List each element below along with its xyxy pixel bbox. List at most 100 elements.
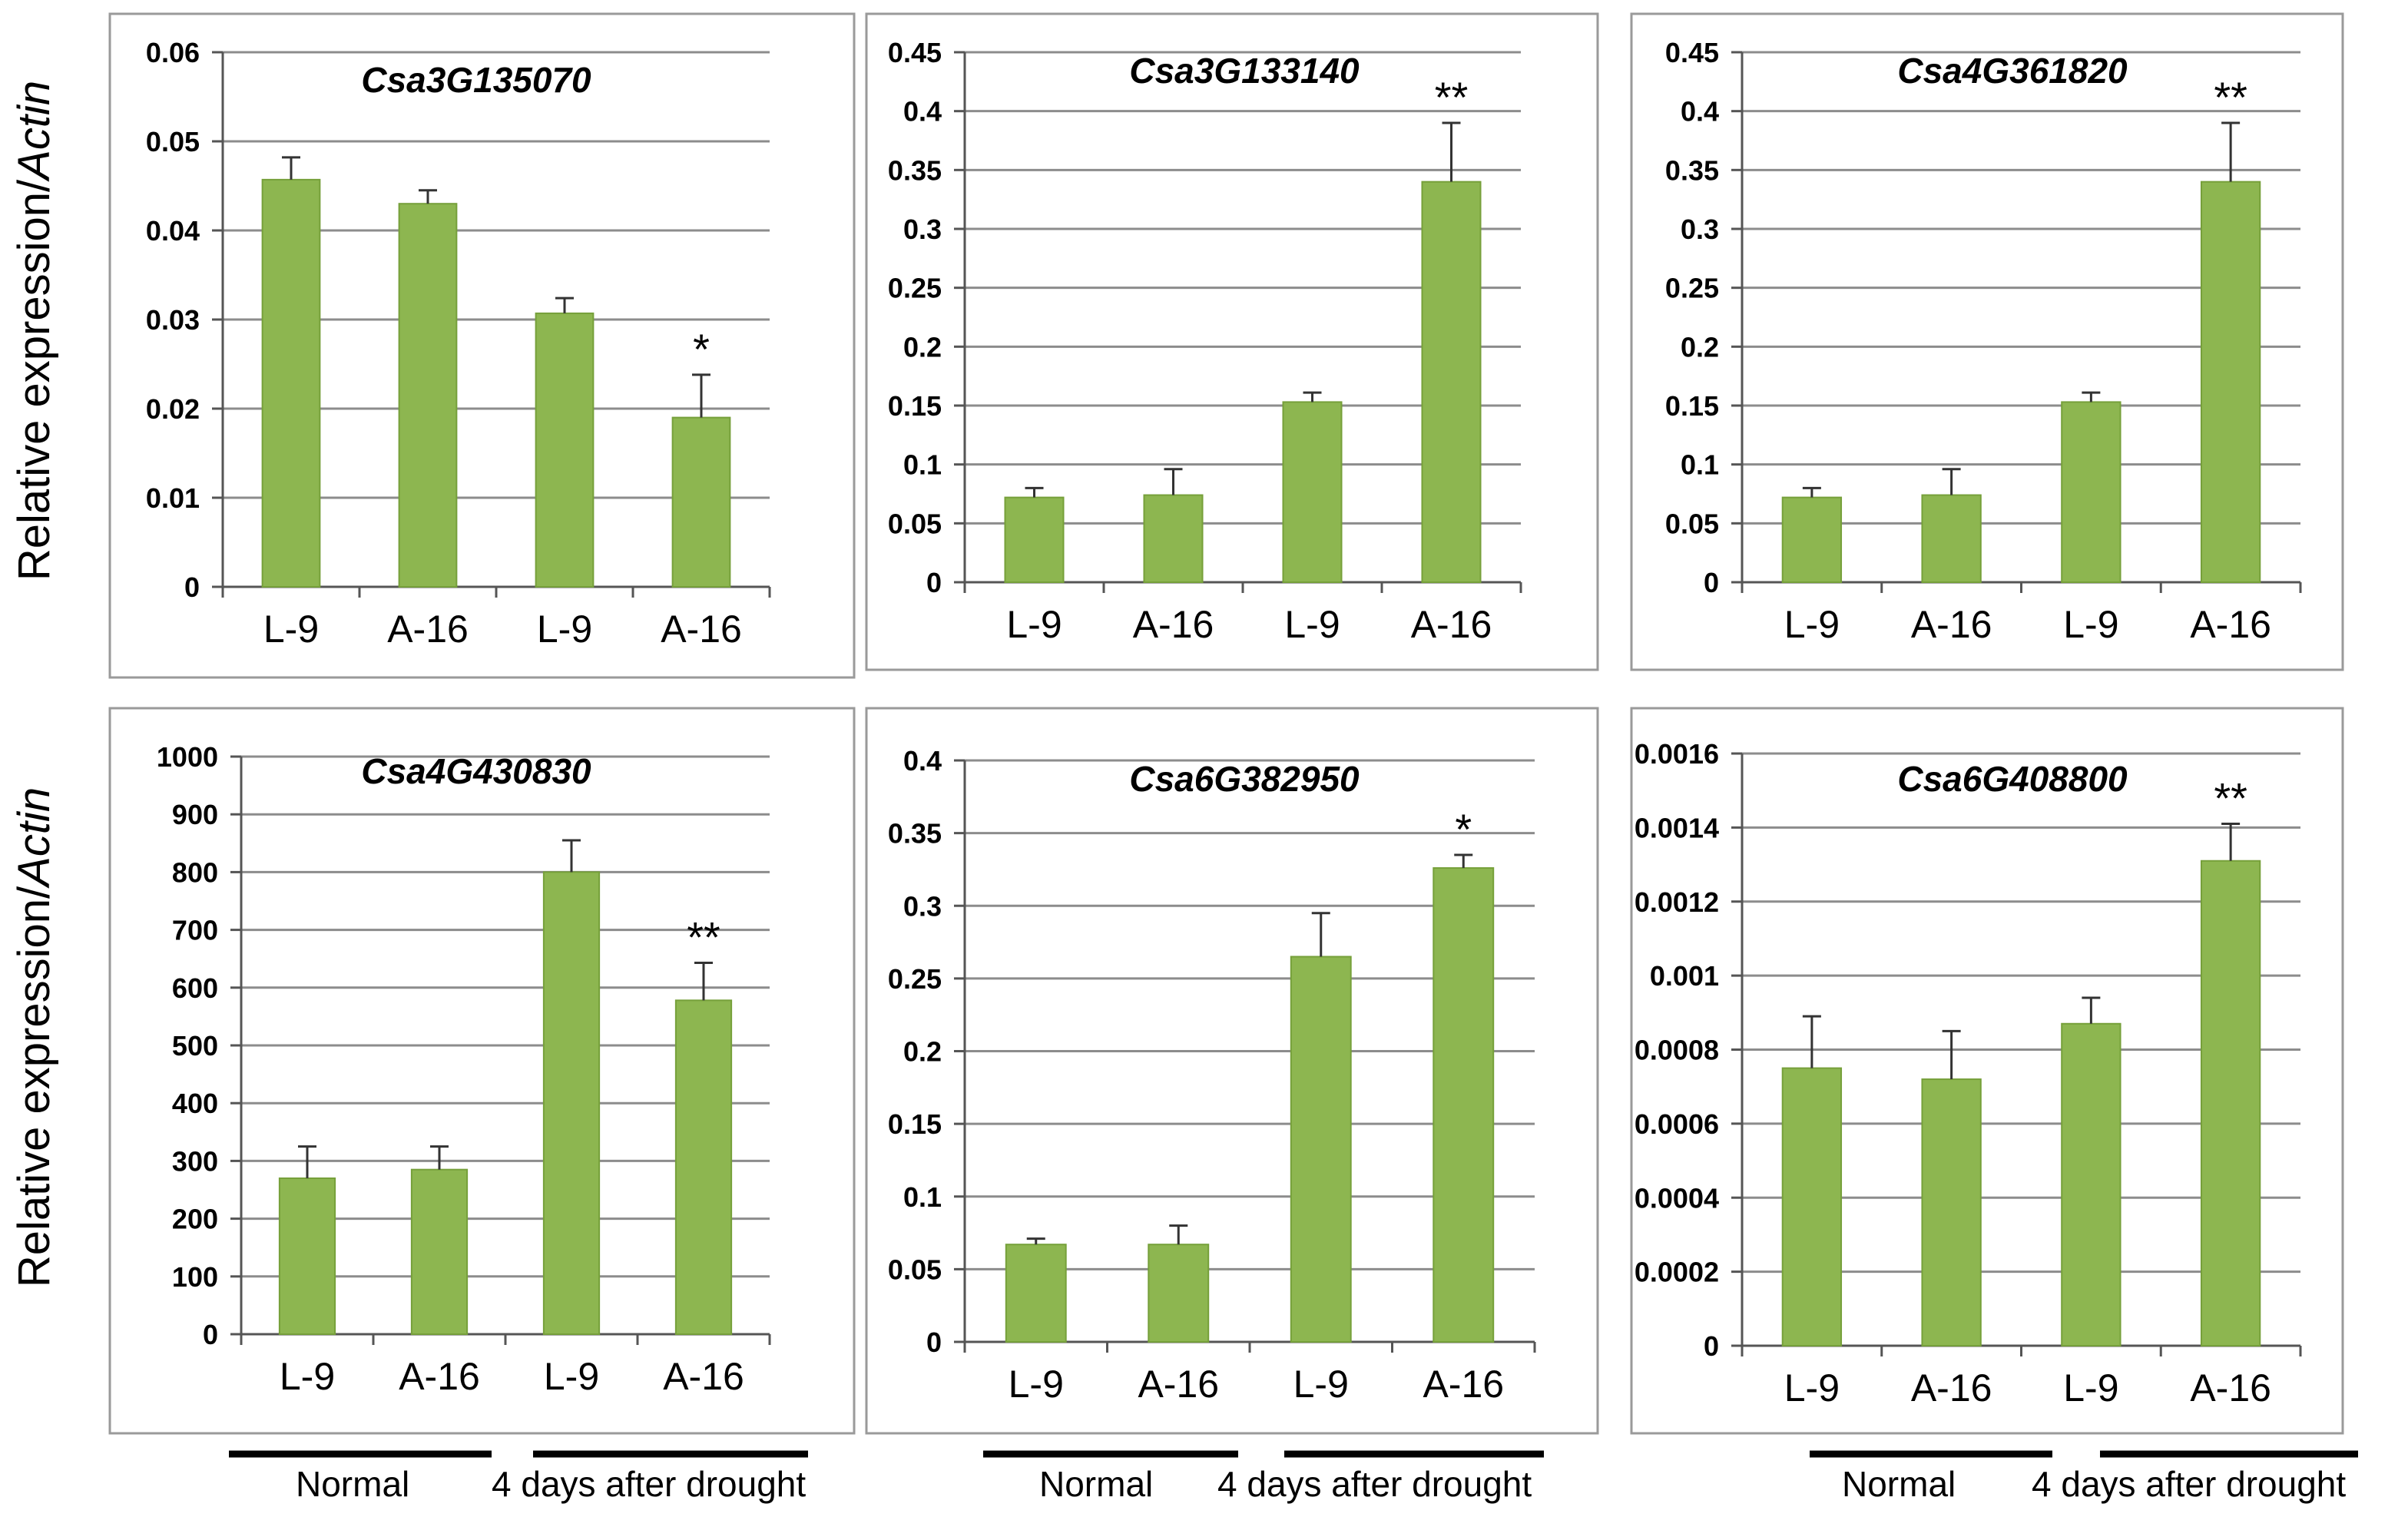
panel-1-y-tick-label: 0.06 — [146, 37, 200, 68]
panel-1-frame — [108, 12, 856, 679]
panel-1-y-tick-label: 0.03 — [146, 304, 200, 336]
panel-4-x-category-label: L-9 — [280, 1355, 335, 1398]
panel-2-bar-2 — [1143, 494, 1204, 583]
panel-3-y-tick-label: 0.15 — [1665, 390, 1719, 422]
panel-4-y-tick-label: 500 — [172, 1030, 218, 1062]
panel-1-y-tick-label: 0.04 — [146, 215, 200, 247]
panel-2-y-tick-label: 0.35 — [888, 154, 942, 186]
panel-5-y-tick-label: 0.35 — [888, 818, 942, 850]
panel-3-bar-3 — [2061, 401, 2121, 584]
panel-3-x-category-label: A-16 — [1911, 603, 1992, 646]
panel-2-bar-1 — [1004, 496, 1065, 583]
panel-6-x-category-label: L-9 — [2063, 1366, 2118, 1409]
panel-2-y-tick-label: 0.3 — [903, 214, 942, 245]
panel-2-x-category-label: A-16 — [1133, 603, 1214, 646]
panel-6-title: Csa6G408800 — [1897, 759, 2128, 799]
panel-4-y-tick-label: 900 — [172, 799, 218, 830]
group-label-normal-2: Normal — [1039, 1464, 1154, 1504]
panel-1-title: Csa3G135070 — [361, 60, 591, 100]
panel-5-title: Csa6G382950 — [1129, 759, 1360, 799]
panel-4-x-category-label: A-16 — [399, 1355, 480, 1398]
panel-5-y-tick-label: 0.05 — [888, 1254, 942, 1285]
panel-4-y-tick-label: 100 — [172, 1261, 218, 1293]
panel-4-bar-2 — [410, 1168, 469, 1336]
panel-3-bar-2 — [1921, 494, 1982, 583]
panel-5-bar-4 — [1433, 867, 1495, 1343]
panel-3-significance-marker: ** — [2214, 73, 2247, 121]
panel-2-y-tick-label: 0.1 — [903, 449, 942, 481]
panel-1-bar-2 — [398, 203, 458, 588]
panel-4-y-tick-label: 600 — [172, 972, 218, 1004]
panel-3-y-tick-label: 0.1 — [1681, 449, 1719, 481]
panel-2-bar-4 — [1421, 181, 1482, 583]
panel-2-y-tick-label: 0.2 — [903, 331, 942, 363]
panel-2-y-tick-label: 0.45 — [888, 37, 942, 68]
panel-5-x-category-label: A-16 — [1423, 1363, 1504, 1406]
panel-3-y-tick-label: 0.45 — [1665, 37, 1719, 68]
panel-5-bar-2 — [1148, 1244, 1210, 1343]
panel-6-x-category-label: A-16 — [1911, 1366, 1992, 1409]
panel-1-y-tick-label: 0.02 — [146, 393, 200, 425]
panel-1-y-tick-label: 0 — [184, 571, 200, 603]
panel-6-x-category-label: L-9 — [1784, 1366, 1840, 1409]
panel-6-y-tick-label: 0.0002 — [1635, 1257, 1719, 1288]
panel-6-significance-marker: ** — [2214, 774, 2247, 823]
panel-1-x-category-label: L-9 — [263, 608, 319, 651]
panel-3-y-tick-label: 0.35 — [1665, 154, 1719, 186]
panel-3-y-tick-label: 0.25 — [1665, 273, 1719, 304]
panel-2-y-tick-label: 0.05 — [888, 508, 942, 539]
panel-4-bar-4 — [674, 999, 733, 1335]
panel-6-bar-4 — [2200, 860, 2261, 1346]
panel-6-y-tick-label: 0.0012 — [1635, 886, 1719, 918]
panel-4-y-tick-label: 1000 — [157, 741, 218, 773]
panel-2-x-category-label: L-9 — [1284, 603, 1340, 646]
panel-1-x-category-label: A-16 — [661, 608, 742, 651]
panel-1-x-category-label: L-9 — [537, 608, 592, 651]
panel-4-bar-3 — [542, 871, 601, 1335]
panel-4-x-category-label: L-9 — [544, 1355, 599, 1398]
panel-3-bar-1 — [1781, 496, 1843, 583]
panel-5-y-tick-label: 0.1 — [903, 1181, 942, 1213]
panel-5-bar-3 — [1290, 956, 1352, 1343]
panel-3-bar-4 — [2200, 181, 2261, 583]
panel-2-x-category-label: A-16 — [1411, 603, 1492, 646]
panel-5-y-tick-label: 0.25 — [888, 963, 942, 995]
panel-2-bar-3 — [1282, 401, 1343, 584]
group-label-normal-1: Normal — [296, 1464, 410, 1504]
panel-5-y-tick-label: 0 — [926, 1327, 942, 1358]
panel-5-x-category-label: A-16 — [1138, 1363, 1219, 1406]
panel-5-y-tick-label: 0.15 — [888, 1108, 942, 1140]
panel-4-title: Csa4G430830 — [361, 751, 591, 791]
panel-6-y-tick-label: 0.0014 — [1635, 812, 1719, 843]
panel-6-bar-2 — [1921, 1078, 1982, 1347]
panel-2-y-tick-label: 0.4 — [903, 96, 942, 128]
panel-3-y-tick-label: 0.3 — [1681, 214, 1719, 245]
panel-1-y-tick-label: 0.05 — [146, 126, 200, 157]
group-label-normal-3: Normal — [1842, 1464, 1956, 1504]
panel-4-bar-1 — [278, 1177, 336, 1335]
panel-3-y-tick-label: 0 — [1704, 567, 1719, 598]
panel-6-bar-3 — [2061, 1022, 2121, 1347]
panel-4-significance-marker: ** — [687, 913, 720, 961]
panel-4-frame — [108, 707, 856, 1435]
panel-6-y-tick-label: 0 — [1704, 1330, 1719, 1362]
panel-3-title: Csa4G361820 — [1897, 51, 2128, 91]
panel-5-y-tick-label: 0.3 — [903, 890, 942, 922]
panel-4-y-tick-label: 200 — [172, 1204, 218, 1235]
panel-6-y-tick-label: 0.0006 — [1635, 1108, 1719, 1140]
panel-1-bar-4 — [671, 416, 731, 588]
group-label-drought-3: 4 days after drought — [2032, 1464, 2347, 1504]
panel-5-bar-1 — [1005, 1244, 1067, 1343]
panel-5-x-category-label: L-9 — [1009, 1363, 1064, 1406]
panel-3-x-category-label: L-9 — [2063, 603, 2118, 646]
panel-3-x-category-label: L-9 — [1784, 603, 1840, 646]
panel-4-y-tick-label: 400 — [172, 1088, 218, 1119]
panel-2-significance-marker: ** — [1435, 73, 1469, 121]
panel-5-y-tick-label: 0.2 — [903, 1036, 942, 1068]
panel-6-y-tick-label: 0.001 — [1650, 960, 1719, 992]
panel-6-y-tick-label: 0.0008 — [1635, 1035, 1719, 1066]
panel-2-x-category-label: L-9 — [1006, 603, 1062, 646]
panel-3-y-tick-label: 0.4 — [1681, 96, 1719, 128]
panel-3-x-category-label: A-16 — [2190, 603, 2271, 646]
